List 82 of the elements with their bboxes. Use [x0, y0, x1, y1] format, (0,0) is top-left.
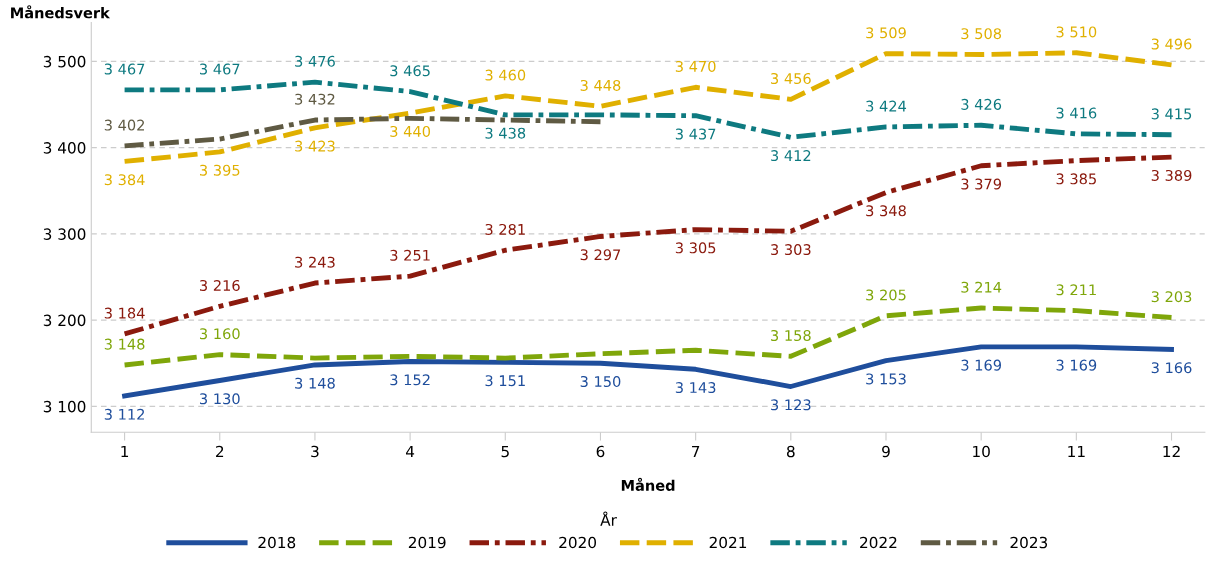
data-label: 3 281 [485, 223, 525, 235]
data-label: 3 214 [961, 281, 1002, 293]
data-label: 3 426 [961, 98, 1002, 110]
data-label: 3 448 [580, 79, 621, 91]
data-label: 3 412 [771, 150, 811, 162]
data-label: 3 251 [390, 249, 430, 261]
data-label: 3 465 [390, 65, 430, 77]
data-label: 3 148 [104, 338, 145, 350]
y-tick-label: 3 200 [43, 314, 86, 327]
x-tick-label: 8 [786, 445, 795, 458]
data-label: 3 348 [866, 205, 906, 217]
x-tick-label: 12 [1163, 445, 1180, 458]
data-label: 3 303 [771, 244, 811, 256]
data-label: 3 169 [1056, 359, 1097, 371]
data-label: 3 460 [485, 69, 526, 81]
legend-label: 2023 [1010, 536, 1048, 549]
data-label: 3 470 [675, 60, 716, 72]
data-label: 3 297 [580, 249, 621, 261]
data-label: 3 169 [961, 359, 1002, 371]
data-label: 3 432 [295, 93, 335, 105]
data-label: 3 130 [200, 393, 240, 405]
y-tick-label: 3 300 [43, 228, 86, 240]
data-label: 3 203 [1151, 291, 1192, 303]
data-label: 3 153 [866, 373, 906, 385]
data-label: 3 160 [200, 328, 240, 340]
data-label: 3 305 [675, 242, 716, 254]
data-label: 3 184 [104, 307, 145, 319]
data-label: 3 243 [295, 256, 335, 268]
data-label: 3 456 [771, 72, 811, 85]
data-label: 3 123 [771, 399, 811, 411]
x-tick-label: 9 [882, 445, 890, 458]
x-tick-label: 6 [596, 445, 605, 458]
data-label: 3 440 [390, 125, 431, 137]
data-label: 3 467 [104, 63, 145, 75]
data-label: 3 152 [390, 374, 430, 386]
data-label: 3 216 [200, 279, 240, 291]
data-label: 3 424 [866, 100, 907, 112]
x-axis-title: Måned [621, 477, 675, 491]
data-label: 3 476 [295, 55, 335, 67]
data-label: 3 158 [771, 329, 811, 342]
x-tick-label: 11 [1068, 445, 1085, 458]
data-label: 3 508 [961, 28, 1002, 40]
legend-label: 2020 [559, 536, 597, 549]
data-label: 3 423 [295, 140, 335, 152]
data-label: 3 437 [675, 128, 716, 140]
legend-label: 2022 [860, 536, 897, 549]
data-label: 3 112 [104, 408, 144, 420]
data-label: 3 211 [1056, 284, 1096, 296]
data-label: 3 389 [1151, 169, 1192, 181]
data-label: 3 151 [485, 375, 525, 387]
x-tick-label: 5 [501, 445, 509, 458]
data-label: 3 385 [1056, 173, 1096, 185]
data-label: 3 205 [866, 289, 906, 301]
data-label: 3 166 [1151, 362, 1192, 374]
x-tick-label: 4 [406, 445, 415, 458]
data-label: 3 496 [1151, 38, 1192, 50]
legend-title: År [600, 511, 617, 526]
data-label: 3 148 [295, 377, 335, 389]
data-label: 3 402 [104, 119, 144, 131]
data-label: 3 510 [1056, 26, 1097, 38]
legend-label: 2018 [258, 536, 296, 549]
data-label: 3 395 [200, 164, 240, 176]
data-label: 3 379 [961, 178, 1002, 190]
y-axis-title: Månedsverk [11, 5, 111, 19]
x-tick-label: 3 [311, 445, 319, 458]
x-tick-label: 7 [692, 445, 700, 458]
data-label: 3 416 [1056, 107, 1097, 119]
data-label: 3 509 [866, 27, 906, 39]
data-label: 3 415 [1151, 108, 1192, 120]
data-label: 3 438 [485, 127, 526, 139]
y-tick-label: 3 500 [43, 55, 86, 68]
data-label: 3 384 [104, 174, 145, 186]
data-label: 3 143 [675, 382, 716, 394]
x-tick-label: 10 [973, 445, 990, 458]
y-tick-label: 3 400 [43, 142, 86, 154]
x-tick-label: 1 [121, 445, 129, 458]
y-tick-label: 3 100 [43, 400, 86, 413]
data-label: 3 467 [200, 63, 240, 75]
x-tick-label: 2 [216, 445, 224, 458]
data-label: 3 150 [580, 375, 621, 388]
legend-label: 2019 [408, 536, 446, 549]
legend-label: 2021 [709, 536, 747, 549]
